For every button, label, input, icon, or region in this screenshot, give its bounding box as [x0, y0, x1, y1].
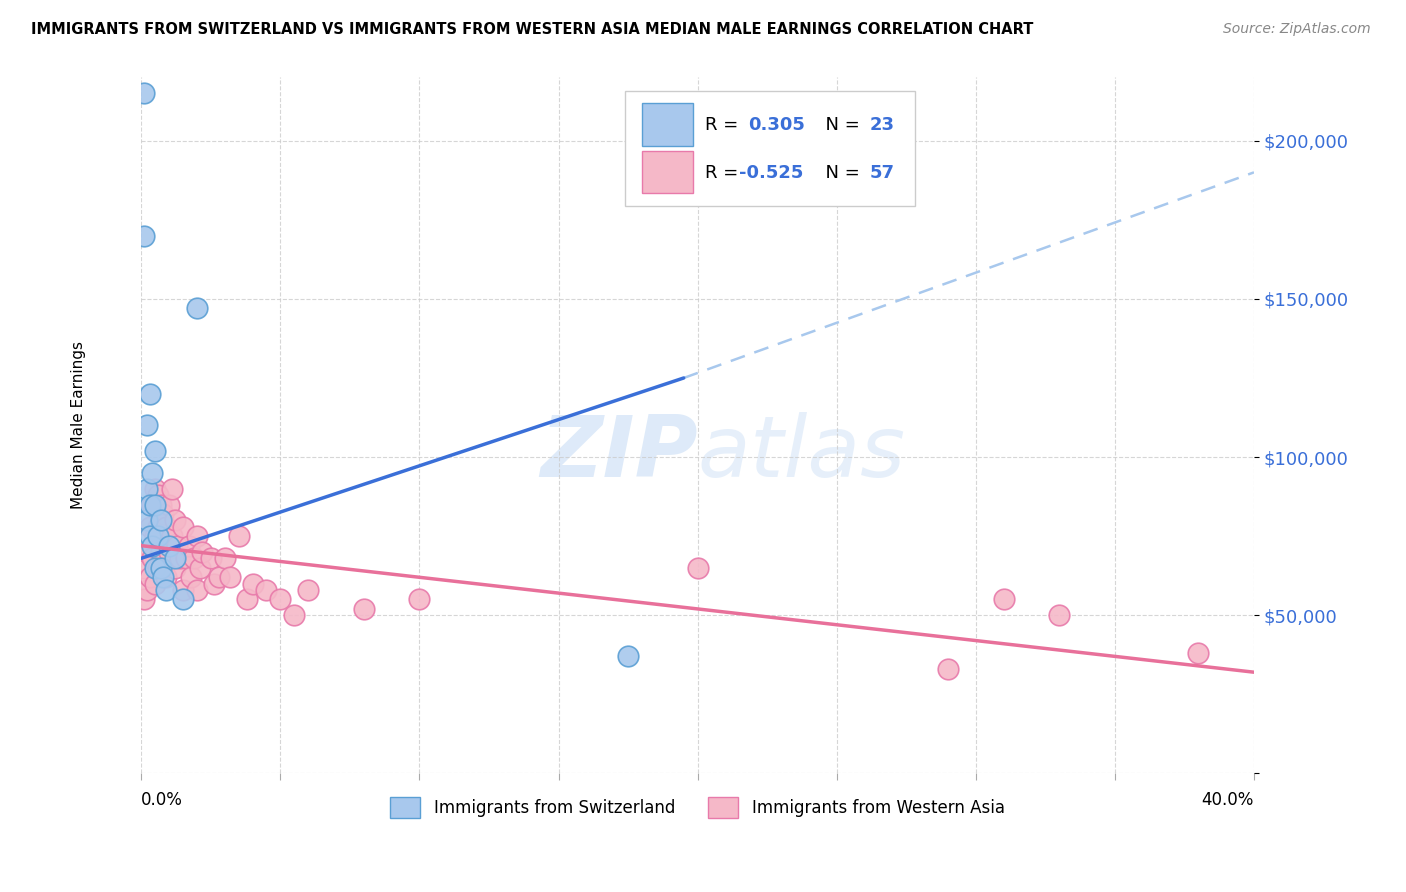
Point: [146, 519, 169, 533]
Point: [236, 592, 259, 607]
Point: [146, 561, 169, 575]
Text: 0.305: 0.305: [748, 116, 804, 134]
Point: [936, 662, 959, 676]
Point: [149, 545, 172, 559]
Text: IMMIGRANTS FROM SWITZERLAND VS IMMIGRANTS FROM WESTERN ASIA MEDIAN MALE EARNINGS: IMMIGRANTS FROM SWITZERLAND VS IMMIGRANT…: [31, 22, 1033, 37]
Point: [172, 519, 194, 533]
Point: [132, 592, 155, 607]
Point: [269, 592, 291, 607]
Text: 40.0%: 40.0%: [1202, 790, 1254, 809]
Point: [135, 418, 157, 433]
Point: [163, 561, 186, 575]
Point: [135, 513, 157, 527]
Point: [177, 539, 200, 553]
Point: [155, 570, 177, 584]
Point: [138, 570, 160, 584]
Point: [160, 529, 183, 543]
Point: [297, 582, 319, 597]
Point: [149, 513, 172, 527]
Point: [186, 582, 208, 597]
Point: [152, 561, 174, 575]
Point: [132, 228, 155, 243]
Point: [188, 561, 211, 575]
Point: [163, 551, 186, 566]
Text: 0.0%: 0.0%: [141, 790, 183, 809]
Point: [1187, 646, 1209, 660]
Point: [617, 649, 640, 664]
Point: [183, 551, 205, 566]
Point: [135, 482, 157, 496]
Point: [141, 466, 163, 480]
Point: [143, 498, 166, 512]
Point: [186, 301, 208, 316]
Point: [135, 582, 157, 597]
Point: [208, 570, 231, 584]
Point: [191, 545, 214, 559]
Point: [163, 513, 186, 527]
Text: N =: N =: [814, 116, 866, 134]
Text: 23: 23: [870, 116, 896, 134]
Point: [141, 551, 163, 566]
Point: [138, 498, 160, 512]
Point: [166, 539, 188, 553]
Point: [214, 551, 236, 566]
Point: [146, 488, 169, 502]
Text: R =: R =: [706, 163, 744, 181]
Point: [200, 551, 222, 566]
FancyBboxPatch shape: [643, 151, 693, 194]
Point: [408, 592, 430, 607]
Point: [152, 507, 174, 521]
Point: [138, 529, 160, 543]
Point: [146, 529, 169, 543]
Point: [202, 576, 225, 591]
Point: [143, 561, 166, 575]
FancyBboxPatch shape: [626, 91, 914, 206]
FancyBboxPatch shape: [643, 103, 693, 146]
Text: Source: ZipAtlas.com: Source: ZipAtlas.com: [1223, 22, 1371, 37]
Point: [169, 551, 191, 566]
Point: [138, 519, 160, 533]
Point: [135, 545, 157, 559]
Point: [157, 545, 180, 559]
Point: [157, 539, 180, 553]
Point: [1047, 608, 1070, 623]
Point: [180, 570, 202, 584]
Point: [155, 582, 177, 597]
Point: [141, 539, 163, 553]
Point: [254, 582, 277, 597]
Point: [993, 592, 1015, 607]
Point: [132, 87, 155, 101]
Point: [219, 570, 242, 584]
Point: [242, 576, 264, 591]
Point: [143, 576, 166, 591]
Text: 57: 57: [870, 163, 896, 181]
Point: [132, 561, 155, 575]
Point: [160, 482, 183, 496]
Point: [283, 608, 305, 623]
Point: [157, 498, 180, 512]
Text: atlas: atlas: [697, 412, 905, 495]
Point: [152, 570, 174, 584]
Point: [186, 529, 208, 543]
Text: -0.525: -0.525: [738, 163, 803, 181]
Text: R =: R =: [706, 116, 744, 134]
Point: [172, 592, 194, 607]
Point: [143, 482, 166, 496]
Point: [143, 529, 166, 543]
Point: [141, 498, 163, 512]
Point: [155, 519, 177, 533]
Point: [174, 551, 197, 566]
Text: ZIP: ZIP: [540, 412, 697, 495]
Point: [149, 498, 172, 512]
Point: [686, 561, 709, 575]
Text: N =: N =: [814, 163, 866, 181]
Point: [138, 386, 160, 401]
Point: [172, 582, 194, 597]
Legend: Immigrants from Switzerland, Immigrants from Western Asia: Immigrants from Switzerland, Immigrants …: [384, 790, 1011, 824]
Point: [149, 561, 172, 575]
Point: [228, 529, 250, 543]
Point: [143, 443, 166, 458]
Y-axis label: Median Male Earnings: Median Male Earnings: [72, 342, 86, 509]
Point: [353, 602, 375, 616]
